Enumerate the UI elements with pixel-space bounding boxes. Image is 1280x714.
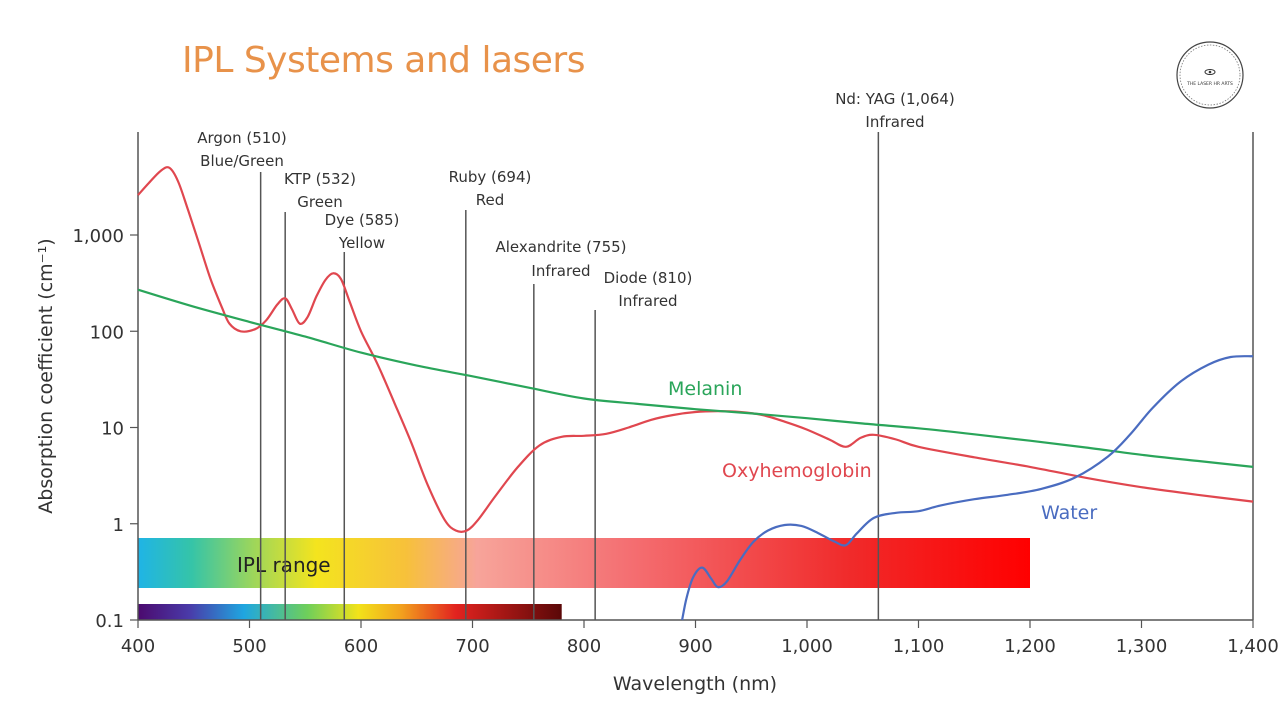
- laser-sublabel: Green: [297, 193, 342, 211]
- series-label-oxyhemoglobin: Oxyhemoglobin: [722, 460, 872, 482]
- y-tick-label: 1,000: [72, 226, 124, 247]
- laser-sublabel: Blue/Green: [200, 152, 284, 170]
- laser-label: Nd: YAG (1,064): [835, 90, 955, 108]
- laser-label: Dye (585): [325, 211, 400, 229]
- ipl-range-band: [138, 538, 1030, 588]
- laser-label: Argon (510): [197, 129, 286, 147]
- series-line-water: [681, 355, 1254, 621]
- series-label-melanin: Melanin: [668, 378, 742, 400]
- x-tick-label: 800: [567, 636, 601, 657]
- logo-text: THE LASER HR ARTS: [1186, 81, 1233, 87]
- laser-label: Ruby (694): [449, 168, 532, 186]
- laser-sublabel: Yellow: [338, 234, 385, 252]
- x-tick-label: 1,100: [893, 636, 945, 657]
- x-tick-label: 400: [121, 636, 155, 657]
- laser-sublabel: Infrared: [618, 292, 677, 310]
- series-line-oxyhemoglobin: [137, 166, 1254, 533]
- y-tick-label: 10: [101, 419, 124, 440]
- visible-spectrum-band: [138, 604, 562, 620]
- y-tick-label: 100: [90, 322, 124, 343]
- x-tick-label: 500: [232, 636, 266, 657]
- laser-label: Alexandrite (755): [495, 238, 626, 256]
- y-tick-label: 0.1: [95, 611, 124, 632]
- laser-sublabel: Red: [476, 191, 505, 209]
- x-tick-label: 1,200: [1004, 636, 1056, 657]
- x-tick-label: 1,400: [1227, 636, 1279, 657]
- ipl-range-label: IPL range: [237, 553, 331, 577]
- series-label-water: Water: [1041, 502, 1097, 524]
- y-axis-title: Absorption coefficient (cm⁻¹): [35, 238, 57, 513]
- laser-label: Diode (810): [604, 269, 693, 287]
- slide-title: IPL Systems and lasers: [182, 40, 585, 81]
- logo-seal: THE LASER HR ARTS: [1176, 41, 1244, 109]
- laser-label: KTP (532): [284, 170, 356, 188]
- x-axis-title: Wavelength (nm): [613, 673, 777, 695]
- x-tick-label: 700: [455, 636, 489, 657]
- x-tick-label: 1,000: [781, 636, 833, 657]
- series-line-melanin: [137, 288, 1254, 468]
- x-tick-label: 900: [678, 636, 712, 657]
- x-tick-label: 600: [344, 636, 378, 657]
- y-tick-label: 1: [113, 515, 124, 536]
- x-tick-label: 1,300: [1116, 636, 1168, 657]
- laser-sublabel: Infrared: [865, 113, 924, 131]
- laser-sublabel: Infrared: [531, 262, 590, 280]
